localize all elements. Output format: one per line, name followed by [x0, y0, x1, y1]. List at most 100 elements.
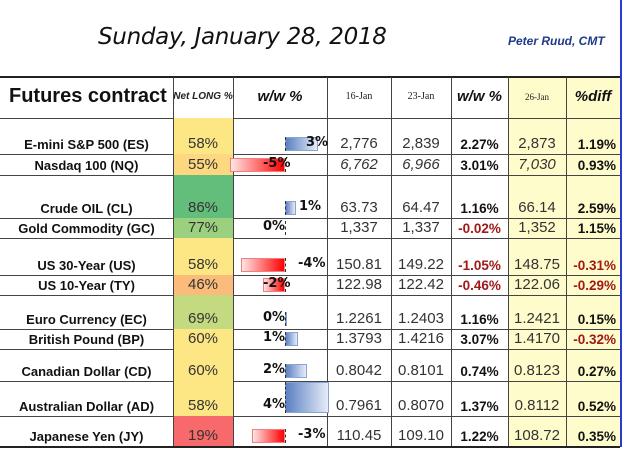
- price-23-jan: 1,337: [402, 219, 440, 236]
- contract-name: Canadian Dollar (CD): [21, 364, 152, 379]
- header-contract: Futures contract: [9, 85, 167, 107]
- price-16-jan: 6,762: [340, 156, 378, 173]
- price-week-change: 3.01%: [460, 158, 499, 173]
- row-divider: [0, 381, 620, 382]
- net-long-heat-cell: [174, 381, 233, 416]
- bar-zero-axis: [285, 158, 286, 172]
- bar-zero-axis: [285, 312, 286, 326]
- price-week-change: -1.05%: [458, 258, 501, 273]
- column-divider: [173, 77, 174, 446]
- price-23-jan: 0.8101: [398, 362, 444, 379]
- header-net-long: Net LONG %: [173, 90, 233, 102]
- header-d3: 26-Jan: [525, 91, 549, 102]
- net-long-value: 46%: [187, 276, 219, 293]
- net-long-heat-cell: [174, 218, 233, 238]
- net-long-value: 60%: [187, 330, 219, 347]
- contract-name: Euro Currency (EC): [26, 312, 147, 327]
- header-d1: 16-Jan: [345, 91, 373, 102]
- net-long-value: 58%: [187, 135, 219, 152]
- bar-zero-axis: [285, 364, 286, 378]
- price-week-change: 1.37%: [460, 399, 499, 414]
- price-26-jan: 7,030: [518, 156, 556, 173]
- header-ww1: w/w %: [257, 88, 303, 105]
- net-long-heat-cell: [174, 349, 233, 381]
- price-26-jan: 1.2421: [514, 310, 560, 327]
- price-26-jan: 0.8112: [514, 397, 560, 414]
- net-long-heat-cell: [174, 416, 233, 446]
- price-diff: 0.35%: [577, 429, 616, 444]
- price-diff: -0.32%: [573, 332, 616, 347]
- net-long-week-change: 1%: [263, 330, 286, 345]
- bar-zero-axis: [285, 278, 286, 292]
- net-long-week-change: 0%: [263, 310, 286, 325]
- net-long-value: 77%: [187, 219, 219, 236]
- row-divider: [0, 154, 620, 155]
- positive-change-bar: [285, 364, 307, 378]
- price-week-change: 1.16%: [460, 312, 499, 327]
- contract-name: Crude OIL (CL): [40, 201, 133, 216]
- price-16-jan: 122.98: [336, 276, 382, 293]
- price-23-jan: 122.42: [398, 276, 444, 293]
- price-diff: 2.59%: [577, 201, 616, 216]
- header-d2: 23-Jan: [407, 91, 435, 102]
- bar-zero-axis: [285, 332, 286, 346]
- contract-name: Gold Commodity (GC): [18, 221, 155, 236]
- positive-change-bar: [285, 332, 299, 346]
- price-26-jan: 1,352: [518, 219, 556, 236]
- net-long-value: 58%: [187, 397, 219, 414]
- bar-zero-axis: [285, 137, 286, 151]
- price-26-jan: 108.72: [514, 427, 560, 444]
- net-long-heat-cell: [174, 329, 233, 349]
- column-divider: [391, 77, 392, 446]
- contract-name: Japanese Yen (JY): [29, 429, 144, 444]
- net-long-week-change: -2%: [263, 276, 291, 291]
- column-divider: [233, 77, 234, 446]
- net-long-value: 55%: [187, 156, 219, 173]
- author-credit: Peter Ruud, CMT: [508, 34, 605, 48]
- row-divider: [0, 175, 620, 176]
- row-divider: [0, 118, 620, 119]
- net-long-week-change: 0%: [263, 219, 286, 234]
- price-diff: 0.52%: [577, 399, 616, 414]
- price-26-jan: 0.8123: [514, 362, 560, 379]
- price-16-jan: 110.45: [336, 427, 382, 444]
- row-divider: [0, 295, 620, 296]
- positive-change-bar: [285, 201, 296, 215]
- row-divider: [0, 446, 620, 448]
- price-23-jan: 2,839: [402, 135, 440, 152]
- price-26-jan: 2,873: [518, 135, 556, 152]
- price-23-jan: 1.2403: [398, 310, 444, 327]
- net-long-value: 60%: [187, 362, 219, 379]
- price-week-change: -0.46%: [458, 278, 501, 293]
- negative-change-bar: [230, 158, 285, 172]
- highlight-columns: [508, 77, 620, 446]
- column-divider: [508, 77, 509, 446]
- row-divider: [0, 218, 620, 219]
- row-divider: [0, 416, 620, 417]
- price-diff: 1.15%: [577, 221, 616, 236]
- column-divider: [327, 77, 328, 446]
- price-week-change: 2.27%: [460, 137, 499, 152]
- net-long-value: 58%: [187, 256, 219, 273]
- price-diff: 1.19%: [577, 137, 616, 152]
- contract-name: Nasdaq 100 (NQ): [34, 158, 139, 173]
- row-divider: [0, 238, 620, 239]
- bar-zero-axis: [285, 429, 286, 443]
- contract-name: US 10-Year (TY): [38, 278, 135, 293]
- net-long-week-change: -5%: [263, 156, 291, 171]
- row-divider: [0, 349, 620, 350]
- price-16-jan: 0.7961: [336, 397, 382, 414]
- net-long-heat-cell: [174, 154, 233, 175]
- net-long-week-change: 3%: [306, 135, 329, 150]
- net-long-week-change: 4%: [263, 397, 286, 412]
- net-long-value: 69%: [187, 310, 219, 327]
- header-diff: %diff: [574, 88, 612, 105]
- price-16-jan: 63.73: [340, 199, 378, 216]
- contract-name: E-mini S&P 500 (ES): [24, 137, 149, 152]
- price-16-jan: 1,337: [340, 219, 378, 236]
- price-26-jan: 66.14: [518, 199, 556, 216]
- net-long-heat-cell: [174, 175, 233, 218]
- net-long-week-change: 2%: [263, 362, 286, 377]
- column-divider: [566, 77, 567, 446]
- price-16-jan: 150.81: [336, 256, 382, 273]
